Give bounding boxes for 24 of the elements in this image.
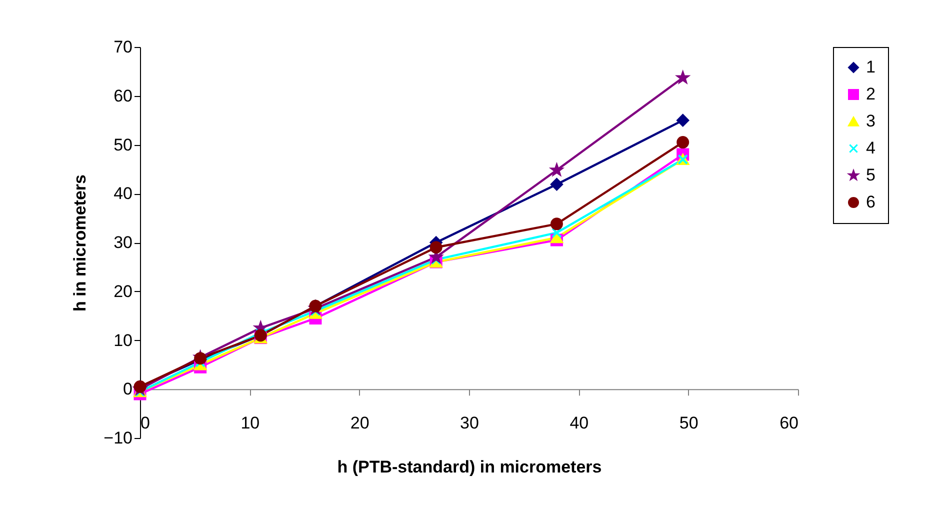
x-tick-label: 20: [350, 414, 370, 433]
x-tick-label: 10: [240, 414, 260, 433]
x-tick-label: 40: [570, 414, 589, 433]
y-tick-label: 10: [114, 330, 132, 350]
y-tick-label: −10: [104, 428, 132, 448]
x-axis-title: h (PTB-standard) in micrometers: [337, 458, 602, 477]
legend-label: 2: [866, 84, 876, 104]
x-tick-label: 0: [140, 414, 150, 433]
x-tick-label: 30: [460, 414, 479, 433]
y-tick-label: 30: [114, 233, 132, 252]
x-tick-label: 60: [780, 414, 798, 433]
y-tick-label: 20: [114, 282, 132, 301]
legend-label: 5: [866, 166, 876, 184]
y-tick-label: 60: [114, 86, 132, 106]
y-axis-title: h in micrometers: [70, 174, 90, 312]
y-tick-label: 0: [123, 380, 132, 399]
legend-label: 3: [866, 112, 876, 130]
x-tick-label: 50: [679, 414, 698, 433]
y-tick-label: 70: [114, 38, 132, 56]
y-tick-label: 40: [114, 184, 132, 204]
legend-label: 4: [866, 138, 876, 158]
legend-label: 1: [866, 58, 876, 76]
legend-label: 6: [866, 192, 876, 212]
y-tick-label: 50: [114, 135, 132, 154]
